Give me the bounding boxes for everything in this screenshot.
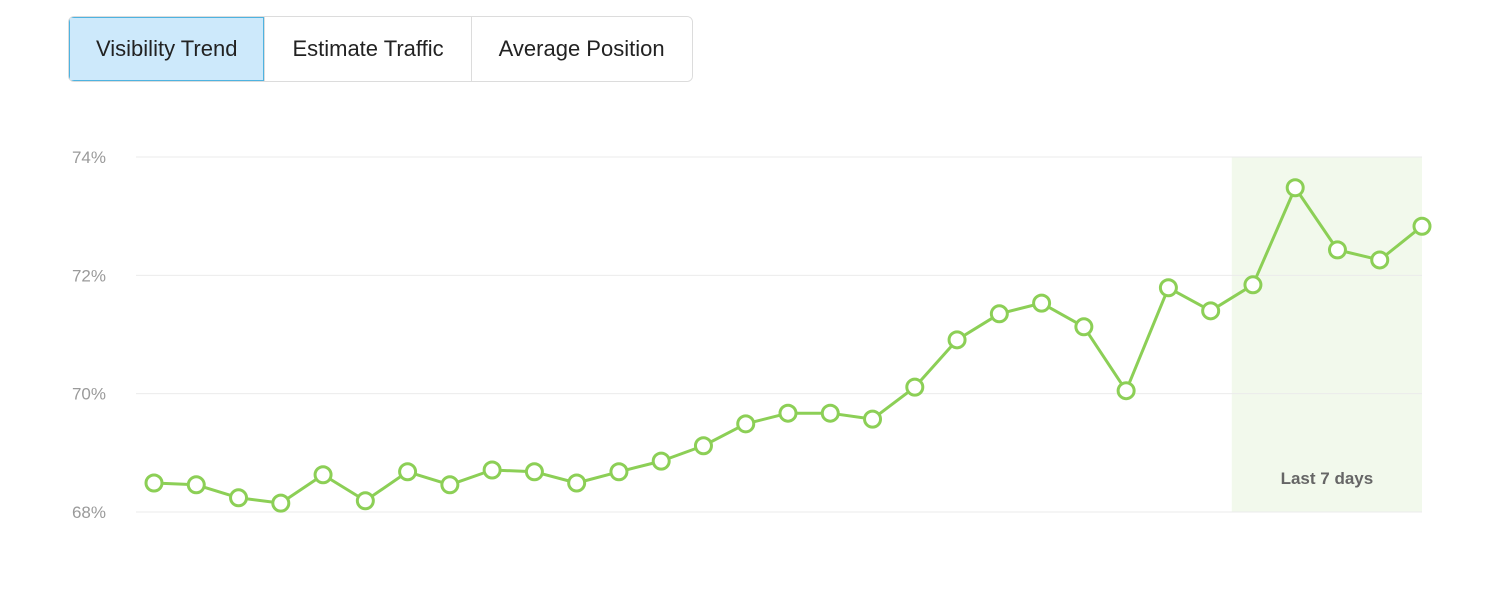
tab[interactable]: Estimate Traffic [264,17,471,81]
point [947,330,967,350]
point [567,473,587,493]
point [355,491,375,511]
y-tick-label: 72% [72,266,106,285]
point [736,414,756,434]
tab[interactable]: Visibility Trend [69,17,265,81]
point [609,462,629,482]
point [778,403,798,423]
point [1116,381,1136,401]
tab[interactable]: Average Position [470,17,692,81]
point [1370,250,1390,270]
point [1158,278,1178,298]
point [1243,275,1263,295]
point [144,473,164,493]
highlight-region [1231,157,1422,512]
point [820,403,840,423]
point [651,451,671,471]
point [1032,293,1052,313]
point [229,488,249,508]
point [905,377,925,397]
y-tick-label: 74% [72,148,106,167]
tab-bar: Visibility Trend Estimate Traffic Average … [68,16,693,82]
point [440,475,460,495]
point [398,462,418,482]
point [271,493,291,513]
highlight-label: Last 7 days [1281,469,1374,488]
y-tick-label: 68% [72,503,106,522]
point [1074,317,1094,337]
point [1285,178,1305,198]
point [1201,301,1221,321]
point [482,460,502,480]
y-tick-label: 70% [72,385,106,404]
point [1412,216,1432,236]
point [989,304,1009,324]
point [863,409,883,429]
point [693,436,713,456]
point [524,462,544,482]
point [186,475,206,495]
point [313,465,333,485]
point [1327,240,1347,260]
